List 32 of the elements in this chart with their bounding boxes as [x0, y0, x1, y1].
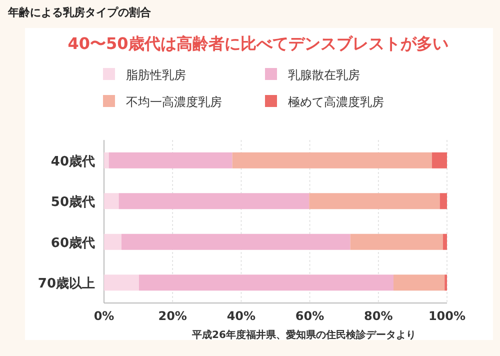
legend-label: 乳腺散在乳房 — [288, 68, 360, 82]
y-tick-label: 40歳代 — [50, 154, 95, 170]
bar — [118, 193, 310, 210]
legend-label: 脂肪性乳房 — [126, 68, 186, 82]
bar — [393, 274, 445, 291]
bar — [232, 152, 432, 168]
x-tick-label: 100% — [428, 309, 466, 323]
text: 平成26年度福井県、愛知県の住民検診データより — [191, 329, 416, 341]
bar — [440, 193, 447, 210]
bar — [108, 152, 232, 168]
bar — [104, 152, 109, 168]
bar — [309, 193, 440, 210]
x-tick-label: 80% — [364, 309, 393, 323]
y-tick-label: 70歳以上 — [38, 276, 95, 292]
chart-subtitle: 40〜50歳代は高齢者に比べてデンスブレストが多い — [68, 34, 448, 53]
bar — [138, 274, 394, 291]
bar — [104, 274, 139, 291]
x-tick-label: 20% — [158, 309, 187, 323]
legend-label: 不均一高濃度乳房 — [126, 95, 222, 109]
chart-title: 年齢による乳房タイプの割合 — [7, 6, 152, 19]
y-tick-label: 60歳代 — [50, 236, 95, 251]
bar — [432, 152, 447, 168]
y-tick-label: 50歳代 — [50, 195, 95, 210]
x-tick-label: 60% — [295, 309, 324, 323]
bar — [350, 234, 443, 250]
bar — [104, 193, 119, 210]
bar — [104, 234, 122, 250]
bar — [121, 234, 350, 250]
legend-label: 極めて高濃度乳房 — [288, 95, 384, 109]
bar — [442, 234, 447, 250]
x-tick-label: 40% — [226, 309, 256, 323]
x-tick-label: 0% — [94, 309, 114, 323]
